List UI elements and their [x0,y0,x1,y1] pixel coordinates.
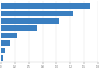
Bar [1,48,5,53]
Bar [1,25,37,31]
Bar [1,40,10,46]
Bar [1,11,73,16]
Bar [1,55,3,61]
Bar [1,18,59,24]
Bar [1,33,16,38]
Bar [1,3,90,9]
